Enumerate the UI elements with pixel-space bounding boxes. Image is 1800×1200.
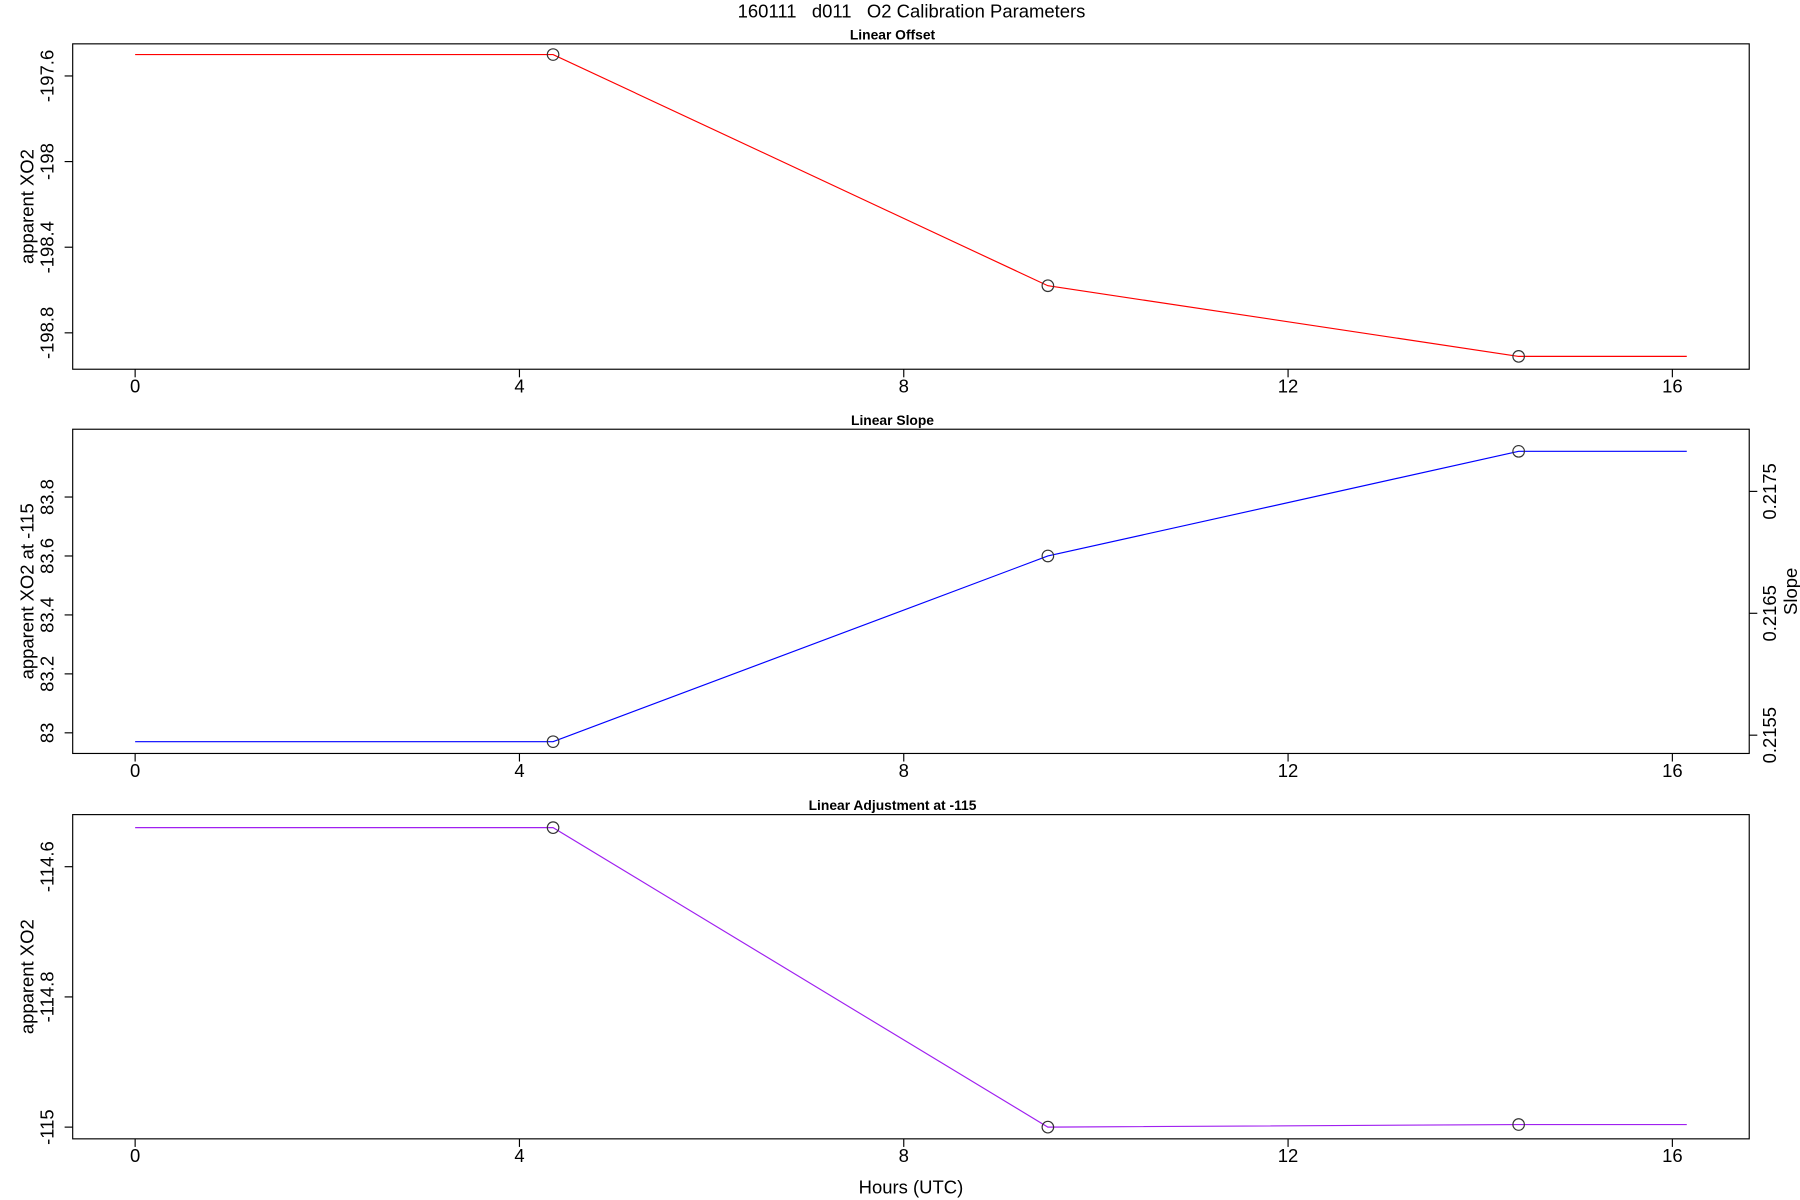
data-point <box>546 821 560 834</box>
data-point <box>546 735 560 749</box>
y-tick-label: 83.2 <box>36 656 57 692</box>
panel-title: Linear Slope <box>851 412 934 428</box>
y2-tick-label: 0.2175 <box>1759 463 1780 519</box>
x-axis-label: Hours (UTC) <box>859 1176 964 1197</box>
data-line <box>135 827 1687 1128</box>
x-tick-label: 0 <box>130 760 140 781</box>
y-axis-label: apparent XO2 <box>17 149 38 264</box>
y-tick-label: -198.4 <box>36 221 57 273</box>
y-tick-label: 83.6 <box>36 538 57 574</box>
x-tick-label: 8 <box>899 376 909 397</box>
panel-title: Linear Offset <box>850 26 936 42</box>
x-tick-label: 16 <box>1662 376 1683 397</box>
y-tick-label: -114.8 <box>36 971 57 1022</box>
x-tick-label: 12 <box>1278 760 1299 781</box>
x-tick-label: 8 <box>899 760 909 781</box>
plot-frame <box>72 814 1750 1140</box>
data-line <box>135 53 1687 357</box>
plot-frame <box>72 43 1750 370</box>
y-tick-label: 83.4 <box>36 597 57 633</box>
y-tick-label: -115 <box>36 1109 57 1145</box>
data-point <box>1041 549 1055 563</box>
x-tick-label: 16 <box>1662 760 1683 781</box>
x-tick-label: 4 <box>514 760 524 781</box>
x-tick-label: 0 <box>130 376 140 397</box>
y-axis-label: apparent XO2 <box>17 919 38 1034</box>
y2-tick-label: 0.2155 <box>1759 707 1780 763</box>
y2-tick-label: 0.2165 <box>1759 585 1780 641</box>
data-line <box>135 450 1687 743</box>
y-tick-label: -198.8 <box>36 307 57 359</box>
data-point <box>1512 444 1525 458</box>
panel-title: Linear Adjustment at -115 <box>809 797 977 813</box>
data-point <box>1512 1118 1525 1131</box>
y-tick-label: -197.6 <box>36 50 57 102</box>
plot-frame <box>72 428 1750 755</box>
x-tick-label: 4 <box>514 1145 524 1166</box>
x-tick-label: 0 <box>130 1145 140 1166</box>
x-tick-label: 16 <box>1662 1145 1683 1166</box>
x-tick-label: 8 <box>899 1145 909 1166</box>
y-tick-label: 83.8 <box>36 479 57 515</box>
data-point <box>1512 350 1525 363</box>
x-tick-label: 4 <box>514 376 524 397</box>
data-point <box>546 48 560 61</box>
x-tick-label: 12 <box>1278 1145 1299 1166</box>
data-point <box>1041 1120 1055 1134</box>
y-tick-label: -114.6 <box>36 841 57 892</box>
y-axis-label: apparent XO2 at -115 <box>17 503 38 679</box>
figure-title: 160111 d011 O2 Calibration Parameters <box>738 1 1086 22</box>
y2-axis-label: Slope <box>1780 568 1800 615</box>
y-tick-label: -198 <box>36 143 57 180</box>
x-tick-label: 12 <box>1278 376 1299 397</box>
y-tick-label: 83 <box>36 723 57 744</box>
data-point <box>1041 279 1055 293</box>
